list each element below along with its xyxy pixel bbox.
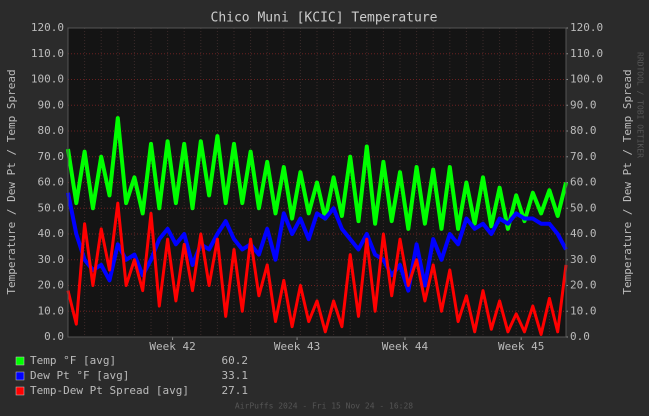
x-tick-label: Week 43 [274, 340, 320, 353]
y2-tick-label: 70.0 [570, 150, 597, 163]
y-tick-label: 80.0 [38, 124, 65, 137]
legend-value: 27.1 [222, 384, 249, 397]
y2-tick-label: 30.0 [570, 253, 597, 266]
y2-tick-label: 20.0 [570, 279, 597, 292]
y2-tick-label: 110.0 [570, 47, 603, 60]
legend-value: 33.1 [222, 369, 249, 382]
legend-value: 60.2 [222, 354, 249, 367]
y2-tick-label: 120.0 [570, 21, 603, 34]
y-tick-label: 20.0 [38, 279, 65, 292]
y-tick-label: 120.0 [31, 21, 64, 34]
y2-tick-label: 50.0 [570, 201, 597, 214]
legend-swatch [15, 356, 25, 366]
y2-tick-label: 40.0 [570, 227, 597, 240]
legend-swatch [15, 386, 25, 396]
watermark: RRDTOOL / TOBI OETIKER [636, 52, 645, 158]
y2-tick-label: 60.0 [570, 176, 597, 189]
chart-title: Chico Muni [KCIC] Temperature [211, 11, 438, 26]
y-tick-label: 10.0 [38, 304, 65, 317]
y-tick-label: 110.0 [31, 47, 64, 60]
y-tick-label: 60.0 [38, 176, 65, 189]
legend-label: Temp °F [avg] [30, 354, 116, 367]
legend-label: Temp-Dew Pt Spread [avg] [30, 384, 189, 397]
plot-frame [67, 27, 567, 338]
legend-swatch [15, 371, 25, 381]
y-tick-label: 100.0 [31, 73, 64, 86]
y-axis-label: Temperature / Dew Pt / Temp Spread [5, 69, 18, 294]
legend-label: Dew Pt °F [avg] [30, 369, 129, 382]
y-tick-label: 40.0 [38, 227, 65, 240]
series-line [66, 201, 568, 336]
y-tick-label: 30.0 [38, 253, 65, 266]
series-line [66, 192, 568, 293]
y-tick-label: 90.0 [38, 98, 65, 111]
series-line [66, 116, 568, 231]
footer: AirPuffs 2024 - Fri 15 Nov 24 - 16:28 [235, 402, 413, 411]
y2-axis-label: Temperature / Dew Pt / Temp Spread [621, 69, 634, 294]
x-tick-label: Week 45 [498, 340, 544, 353]
y2-tick-label: 90.0 [570, 98, 597, 111]
y2-tick-label: 0.0 [570, 330, 590, 343]
y2-tick-label: 100.0 [570, 73, 603, 86]
x-tick-label: Week 44 [382, 340, 429, 353]
x-tick-label: Week 42 [149, 340, 195, 353]
y-tick-label: 50.0 [38, 201, 65, 214]
y2-tick-label: 80.0 [570, 124, 597, 137]
y-tick-label: 0.0 [44, 330, 64, 343]
y-tick-label: 70.0 [38, 150, 65, 163]
y2-tick-label: 10.0 [570, 304, 597, 317]
